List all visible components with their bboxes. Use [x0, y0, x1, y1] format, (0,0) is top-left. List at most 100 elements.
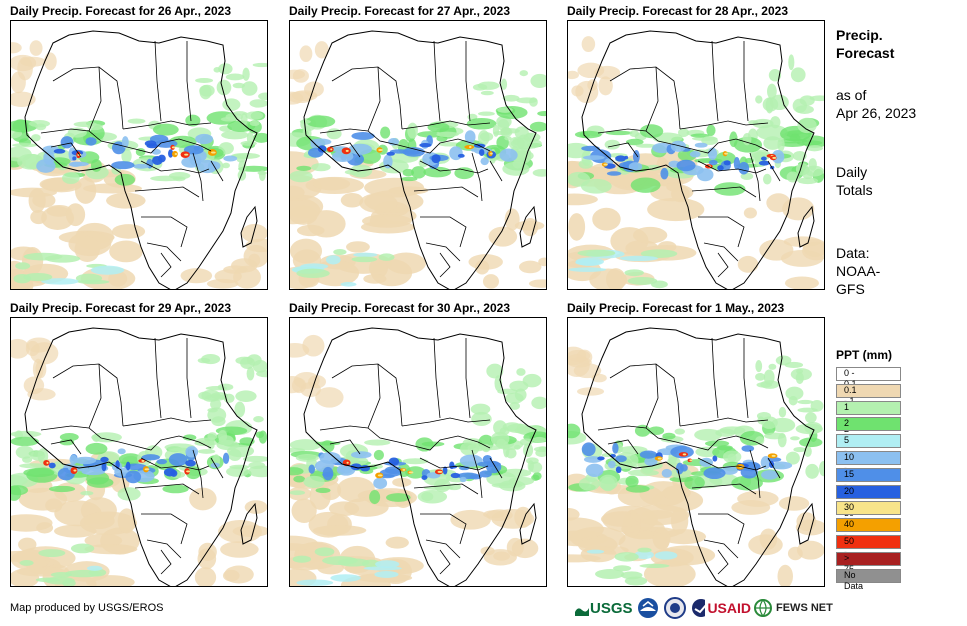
precip-area [582, 155, 605, 160]
country-border [425, 242, 461, 262]
country-border [192, 152, 204, 202]
precip-area [712, 455, 718, 462]
precip-area [755, 360, 763, 373]
precip-area [184, 153, 189, 156]
precip-area [378, 253, 395, 261]
precip-area [68, 161, 82, 167]
precip-area [470, 403, 491, 415]
precip-area [411, 166, 426, 179]
country-border [397, 138, 491, 154]
precip-area [637, 547, 652, 553]
country-border [140, 160, 210, 174]
precip-area [504, 136, 512, 141]
precip-area [537, 110, 546, 117]
precip-area [121, 136, 129, 149]
coastline [24, 30, 258, 289]
precip-area [151, 148, 161, 155]
country-border [471, 152, 483, 202]
madagascar-outline [797, 205, 815, 248]
noaa-emblem-icon [638, 598, 658, 618]
country-border [331, 66, 403, 130]
data-source-line: GFS [836, 281, 865, 297]
precip-area [779, 141, 806, 147]
precip-area [805, 412, 817, 424]
precip-area [632, 226, 668, 244]
precip-area [717, 165, 724, 171]
precip-area [315, 487, 331, 494]
precip-area [186, 470, 191, 473]
precip-area [479, 470, 492, 478]
precip-area [296, 579, 334, 586]
precip-area [86, 565, 103, 571]
precip-area [73, 121, 97, 128]
precip-area [378, 148, 383, 151]
country-border [743, 41, 749, 122]
country-border [154, 337, 162, 419]
precip-area [694, 142, 708, 148]
precip-area [459, 466, 470, 471]
precip-area [258, 92, 267, 101]
precip-area [421, 441, 445, 447]
panel-title: Daily Precip. Forecast for 29 Apr., 2023 [10, 301, 231, 315]
precip-area [629, 130, 640, 138]
precip-area [532, 169, 546, 177]
country-border [698, 513, 745, 545]
precip-area [210, 398, 222, 410]
precip-area [29, 40, 43, 56]
precip-area [620, 571, 643, 580]
precip-area [481, 444, 491, 453]
precip-area [401, 150, 421, 155]
precip-area [207, 432, 218, 440]
precip-area [639, 124, 664, 139]
precip-area [630, 177, 661, 193]
precip-area [290, 535, 318, 551]
precip-area [290, 439, 322, 451]
precip-area [532, 436, 546, 443]
precip-area [225, 113, 243, 121]
precip-area [197, 449, 216, 454]
precip-area [220, 541, 259, 558]
precip-area [581, 36, 596, 53]
precip-area [43, 151, 55, 165]
precip-area [386, 493, 411, 502]
precip-area [676, 159, 696, 172]
precip-area [727, 453, 737, 463]
precip-area [65, 203, 86, 227]
precip-area [15, 262, 31, 270]
precip-area [290, 185, 305, 200]
precip-area [568, 554, 601, 563]
precip-area [15, 445, 34, 459]
precip-area [330, 574, 361, 582]
precip-area [364, 439, 391, 446]
precip-area [464, 130, 476, 144]
precip-area [46, 204, 72, 217]
precip-area [242, 67, 250, 81]
precip-area [760, 156, 767, 161]
precip-area [222, 452, 230, 464]
madagascar-outline [240, 205, 258, 248]
country-border [703, 539, 739, 559]
precip-area [11, 474, 28, 487]
precip-area [18, 537, 37, 552]
precip-area [30, 450, 46, 461]
precip-area [60, 136, 74, 149]
precip-area [248, 253, 261, 267]
precip-area [795, 372, 804, 384]
precip-area [785, 386, 804, 401]
legend-swatch [836, 467, 901, 482]
precip-area [604, 139, 621, 150]
precip-area [662, 432, 676, 440]
precip-area [619, 255, 659, 262]
precip-area [480, 546, 495, 556]
precip-area [314, 547, 335, 557]
precip-area [648, 426, 665, 436]
precip-area [346, 461, 349, 464]
africa-map [10, 20, 268, 290]
precip-area [230, 152, 261, 159]
precip-area [689, 459, 693, 462]
precip-area [488, 226, 518, 247]
madagascar-outline [519, 205, 537, 248]
precip-area [35, 577, 60, 583]
precip-area [741, 445, 755, 452]
precip-area [715, 151, 736, 166]
